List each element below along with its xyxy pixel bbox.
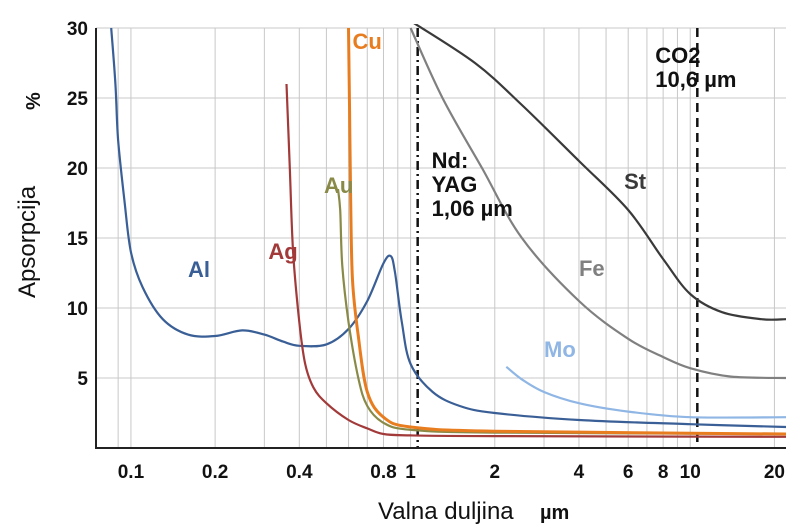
reference-label: 1,06 µm [432, 196, 513, 221]
x-tick-label: 10 [680, 462, 701, 483]
y-axis-title: Apsorpcija [14, 185, 41, 298]
x-tick-label: 0.4 [286, 462, 313, 483]
x-axis-unit: µm [540, 502, 569, 524]
y-tick-label: 10 [67, 299, 88, 320]
y-tick-label: 20 [67, 159, 88, 180]
series-label-fe: Fe [579, 256, 605, 281]
reference-label: Nd: [432, 148, 469, 173]
series-label-au: Au [324, 173, 353, 198]
reference-label: 10,6 µm [655, 67, 736, 92]
series-line-fe [409, 27, 786, 380]
series-label-mo: Mo [544, 337, 576, 362]
reference-lines [416, 28, 699, 448]
x-tick-label: 1 [405, 462, 416, 483]
reference-label: YAG [432, 172, 478, 197]
x-tick-label: 8 [658, 462, 669, 483]
axes [95, 28, 786, 449]
series-line-cu [347, 27, 786, 436]
x-tick-label: 0.8 [370, 462, 396, 483]
series-label-al: Al [188, 257, 210, 282]
series-label-st: St [624, 169, 647, 194]
y-tick-label: 15 [67, 229, 89, 250]
x-tick-label: 6 [623, 462, 634, 483]
x-tick-label: 0.1 [118, 462, 145, 483]
x-tick-label: 20 [764, 462, 785, 483]
y-axis-unit: % [23, 92, 45, 110]
x-tick-label: 0.2 [202, 462, 228, 483]
series-label-ag: Ag [268, 239, 297, 264]
x-tick-label: 2 [489, 462, 500, 483]
x-axis-title: Valna duljina [378, 498, 514, 525]
series-line-ag [285, 83, 786, 438]
series-line-st [413, 24, 786, 321]
reference-label: CO2 [655, 43, 700, 68]
y-tick-label: 5 [77, 369, 88, 390]
y-tick-label: 30 [67, 19, 88, 40]
series-line-al [110, 27, 786, 429]
grid [96, 27, 786, 448]
series-lines [110, 24, 786, 438]
tick-labels: 0.1 0.2 0.4 0.8 1 2 4 6 8 10 20 5 10 15 20 25 30 [67, 19, 785, 483]
series-label-cu: Cu [353, 29, 382, 54]
series-line-mo [505, 365, 786, 419]
y-tick-label: 25 [67, 89, 89, 110]
x-tick-label: 4 [574, 462, 585, 483]
